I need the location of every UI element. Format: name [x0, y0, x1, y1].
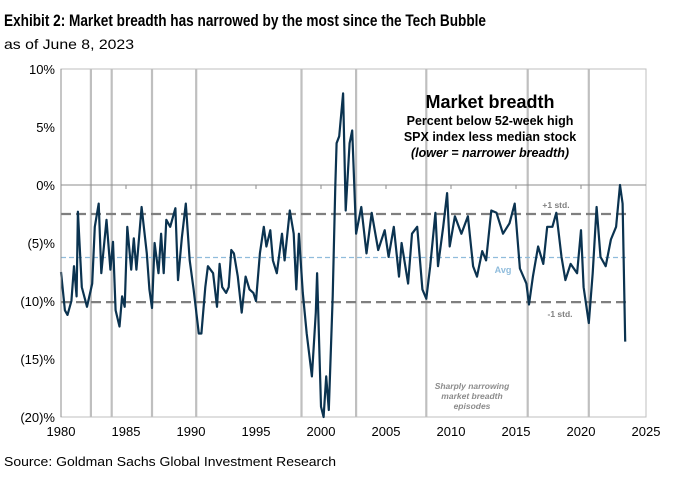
series-line: [59, 92, 627, 419]
x-tick-label: 1980: [47, 424, 76, 439]
x-tick-label: 1995: [242, 424, 271, 439]
y-tick-label: 10%: [29, 62, 55, 77]
x-tick-label: 2005: [372, 424, 401, 439]
y-tick-label: (20)%: [20, 410, 55, 425]
x-tick-label: 2015: [502, 424, 531, 439]
y-tick-label: (5)%: [28, 236, 56, 251]
chart-subtitle-line-3: (lower = narrower breadth): [411, 146, 569, 160]
y-tick-label: 5%: [36, 120, 55, 135]
chart-title: Market breadth: [425, 92, 554, 112]
episodes-label-line-3: episodes: [454, 401, 491, 411]
x-tick-label: 2020: [567, 424, 596, 439]
episodes-label-line-1: Sharply narrowing: [435, 381, 510, 391]
x-tick-label: 1985: [112, 424, 141, 439]
minus-1-std-label: -1 std.: [547, 309, 572, 319]
y-tick-label: (10)%: [20, 294, 55, 309]
source-note: Source: Goldman Sachs Global Investment …: [4, 454, 336, 469]
chart-subtitle-line-2: SPX index less median stock: [404, 130, 576, 144]
exhibit-subtitle: as of June 8, 2023: [4, 36, 134, 52]
episodes-label-line-2: market breadth: [441, 391, 502, 401]
exhibit-title: Exhibit 2: Market breadth has narrowed b…: [4, 11, 486, 30]
y-tick-label: (15)%: [20, 352, 55, 367]
x-tick-label: 2000: [307, 424, 336, 439]
y-tick-label: 0%: [36, 178, 55, 193]
avg-label: Avg: [495, 265, 512, 275]
x-tick-label: 2010: [437, 424, 466, 439]
chart-subtitle-line-1: Percent below 52-week high: [407, 114, 574, 128]
x-tick-label: 1990: [177, 424, 206, 439]
plus-1-std-label: +1 std.: [542, 200, 569, 210]
x-tick-label: 2025: [632, 424, 661, 439]
